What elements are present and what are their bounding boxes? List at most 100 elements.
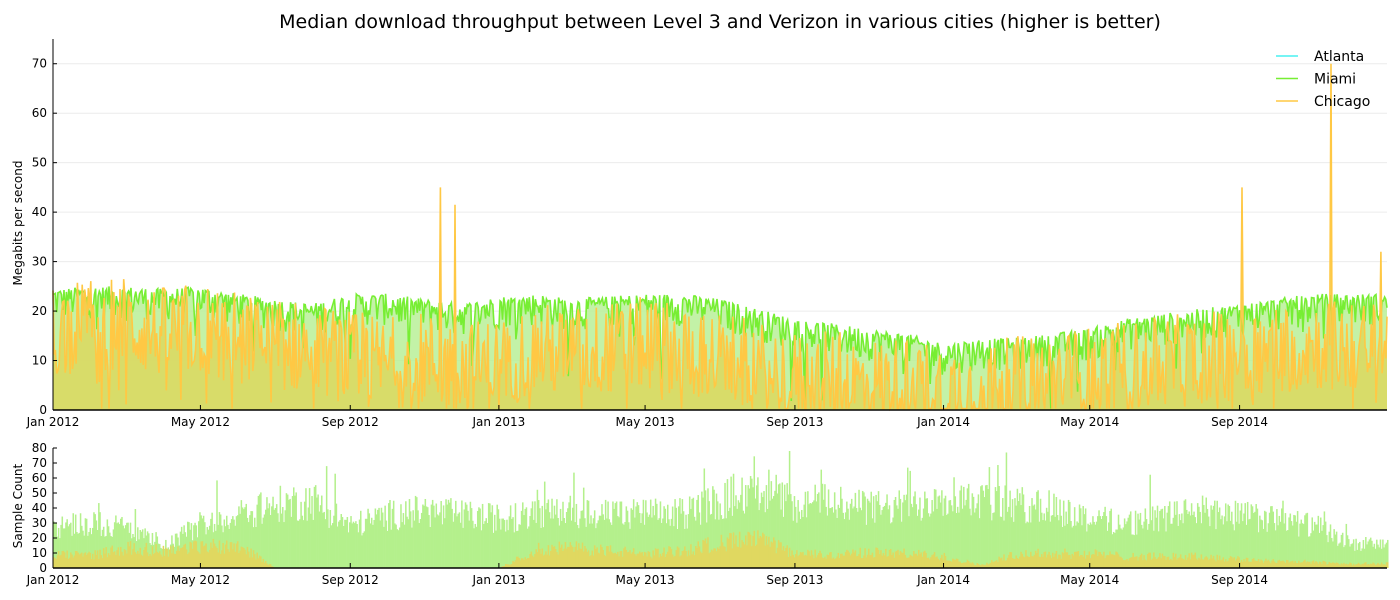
sample-bar-miami <box>922 508 925 568</box>
sample-bar-chicago <box>997 562 999 568</box>
sample-bar-miami <box>1122 527 1125 568</box>
sample-bar-chicago <box>1066 552 1069 568</box>
sample-bar-chicago <box>888 550 891 568</box>
sample-bar-miami <box>82 530 84 568</box>
sample-bar-miami <box>81 525 83 568</box>
sample-bar-chicago <box>811 554 814 568</box>
sample-bar-miami <box>949 499 952 568</box>
sample-bar-miami <box>312 519 315 568</box>
x-tick-label: Sep 2012 <box>322 415 379 429</box>
sample-bar-chicago <box>978 564 981 568</box>
sample-bar-chicago <box>649 556 652 568</box>
sample-bar-chicago <box>55 559 57 568</box>
sample-bar-miami <box>1244 503 1246 568</box>
sample-bar-chicago <box>562 551 564 568</box>
sample-bar-miami <box>148 533 150 568</box>
sample-bar-miami <box>1327 542 1329 568</box>
sample-bar-chicago <box>1172 552 1175 568</box>
sample-bar-chicago <box>1003 554 1005 568</box>
sample-bar-miami <box>311 496 313 568</box>
sample-bar-chicago <box>1243 559 1245 568</box>
sample-bar-miami <box>360 510 362 568</box>
sample-bar-chicago <box>145 542 148 568</box>
sample-bar-chicago <box>160 554 162 568</box>
sample-bar-miami <box>1214 500 1216 568</box>
sample-bar-chicago <box>1299 562 1301 568</box>
sample-bar-miami <box>71 535 73 568</box>
y-tick-label: 10 <box>32 546 47 560</box>
sample-bar-miami <box>647 516 650 568</box>
sample-bar-chicago <box>848 552 851 568</box>
sample-bar-chicago <box>1120 556 1122 568</box>
sample-bar-miami <box>469 501 472 568</box>
sample-bar-chicago <box>763 534 765 568</box>
sample-bar-miami <box>1262 528 1265 568</box>
sample-bar-chicago <box>953 559 955 568</box>
sample-bar-chicago <box>1049 555 1052 568</box>
sample-bar-miami <box>1360 550 1362 568</box>
sample-bar-miami <box>670 518 673 568</box>
sample-bar-chicago <box>1196 560 1199 568</box>
sample-bar-miami <box>609 522 612 568</box>
sample-bar-miami <box>928 516 931 568</box>
sample-bar-miami <box>581 510 584 568</box>
sample-bar-chicago <box>1316 562 1318 568</box>
sample-bar-chicago <box>556 552 558 568</box>
sample-bar-miami <box>1126 521 1128 568</box>
sample-bar-chicago <box>880 550 882 568</box>
sample-bar-chicago <box>1242 561 1244 568</box>
sample-bar-chicago <box>150 555 152 568</box>
sample-bar-chicago <box>171 553 173 568</box>
sample-bar-miami <box>708 501 710 568</box>
sample-bar-chicago <box>1222 557 1225 568</box>
sample-bar-miami <box>313 486 316 568</box>
sample-bar-chicago <box>506 564 508 568</box>
sample-bar-chicago <box>87 553 89 568</box>
sample-bar-chicago <box>180 547 183 568</box>
sample-bar-chicago <box>764 545 766 568</box>
sample-bar-chicago <box>1165 559 1167 568</box>
sample-bar-chicago <box>1321 564 1323 568</box>
sample-bar-chicago <box>99 549 101 568</box>
sample-bar-miami <box>1274 530 1277 568</box>
sample-bar-chicago <box>682 550 685 568</box>
sample-bar-chicago <box>625 549 628 568</box>
sample-bar-chicago <box>808 551 810 568</box>
sample-bar-miami <box>981 485 983 568</box>
sample-bar-miami <box>840 486 842 568</box>
sample-bar-miami <box>1137 513 1139 568</box>
sample-bar-chicago <box>695 546 697 568</box>
sample-bar-miami <box>972 496 975 568</box>
sample-bar-chicago <box>1298 560 1300 568</box>
sample-bar-chicago <box>1262 562 1265 568</box>
sample-bar-chicago <box>897 549 899 568</box>
sample-bar-chicago <box>952 558 954 568</box>
sample-bar-chicago <box>632 548 635 568</box>
sample-bar-miami <box>502 518 505 568</box>
sample-bar-chicago <box>113 551 116 568</box>
sample-bar-chicago <box>675 550 678 568</box>
sample-bar-miami <box>271 506 273 568</box>
sample-bar-chicago <box>869 555 871 568</box>
sample-bar-miami <box>1288 517 1290 568</box>
sample-bar-miami <box>987 489 989 568</box>
sample-bar-miami <box>197 521 200 568</box>
y-tick-label: 10 <box>32 354 47 368</box>
sample-bar-miami <box>1008 506 1010 568</box>
sample-bar-miami <box>422 504 424 568</box>
sample-bar-chicago <box>227 549 229 568</box>
sample-bar-chicago <box>1245 557 1248 568</box>
sample-bar-chicago <box>564 542 567 568</box>
sample-bar-miami <box>1207 516 1210 568</box>
sample-bar-miami <box>876 501 879 568</box>
sample-bar-chicago <box>853 552 855 568</box>
sample-bar-chicago <box>524 557 526 568</box>
sample-bar-chicago <box>899 551 902 568</box>
sample-bar-chicago <box>595 548 597 568</box>
sample-bar-chicago <box>1070 558 1072 568</box>
sample-bar-chicago <box>128 546 131 568</box>
sample-bar-chicago <box>1256 560 1259 568</box>
sample-bar-chicago <box>223 553 226 568</box>
sample-bar-chicago <box>1032 556 1034 568</box>
sample-bar-miami <box>379 520 382 568</box>
